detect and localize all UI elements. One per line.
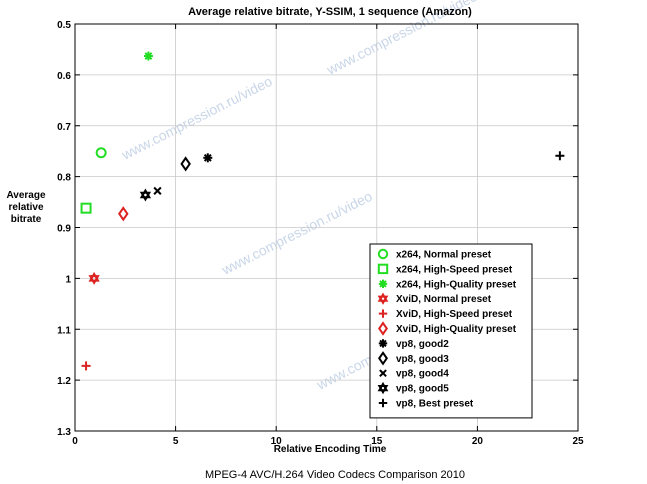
legend-marker	[377, 381, 389, 395]
footer-caption: MPEG-4 AVC/H.264 Video Codecs Comparison…	[205, 469, 465, 481]
legend-label: vp8, good3	[396, 354, 449, 365]
x-tick-label: 10	[271, 436, 283, 447]
legend: x264, Normal preset x264, High-Speed pres…	[369, 243, 533, 419]
y-tick-label: 1	[65, 274, 71, 285]
legend-label: XviD, High-Speed preset	[396, 309, 513, 320]
legend-marker	[378, 309, 388, 318]
watermark-1: www.compression.ru/video	[118, 73, 275, 163]
y-tick-label: 0.9	[57, 224, 71, 235]
legend-label: vp8, Best preset	[396, 399, 474, 410]
data-point-8-0	[153, 186, 162, 195]
data-point-0-0	[95, 147, 107, 159]
legend-label: XviD, High-Quality preset	[396, 324, 517, 335]
data-point-5-0	[118, 206, 129, 222]
data-point-9-0	[139, 188, 152, 202]
y-tick-label: 0.8	[57, 173, 71, 184]
legend-label: XviD, Normal preset	[396, 294, 492, 305]
x-tick-label: 5	[173, 436, 179, 447]
data-point-4-0	[81, 361, 91, 371]
y-axis-label-line: relative	[8, 202, 43, 213]
x-tick-label: 25	[572, 436, 584, 447]
y-axis-label-line: bitrate	[11, 214, 42, 225]
y-tick-label: 0.6	[57, 71, 71, 82]
data-point-1-0	[80, 202, 92, 214]
legend-label: x264, High-Speed preset	[396, 264, 513, 275]
legend-marker	[378, 398, 388, 408]
data-point-2-0	[143, 51, 153, 61]
legend-marker	[377, 292, 389, 305]
data-point-3-0	[88, 271, 100, 285]
x-tick-label: 15	[371, 436, 383, 447]
legend-label: vp8, good4	[396, 369, 449, 380]
ticks: 0 5 10 15 20 25 0.5 0.6 0.7 0.8 0.9 1 1.1 1.2 1.3	[57, 20, 584, 447]
watermark-3: www.compression.ru/video	[218, 188, 375, 278]
legend-marker	[379, 369, 387, 378]
y-axis-label-line: Average	[6, 190, 46, 201]
legend-marker	[378, 339, 388, 348]
data-point-7-0	[180, 156, 191, 172]
legend-label: vp8, good2	[396, 339, 449, 350]
legend-label: vp8, good5	[396, 384, 449, 395]
chart-title: Average relative bitrate, Y-SSIM, 1 sequ…	[188, 6, 472, 18]
data-point-10-0	[555, 151, 565, 161]
x-tick-label: 0	[72, 436, 78, 447]
legend-marker	[378, 351, 388, 366]
legend-marker	[378, 279, 388, 288]
x-axis-label: Relative Encoding Time	[274, 444, 387, 455]
y-tick-label: 1.1	[57, 325, 71, 336]
x-tick-label: 20	[472, 436, 484, 447]
data-point-6-0	[203, 153, 213, 163]
y-tick-label: 0.5	[57, 20, 71, 31]
y-tick-label: 1.3	[57, 427, 71, 438]
legend-marker	[377, 248, 389, 260]
data-points	[80, 51, 565, 371]
legend-marker	[377, 263, 389, 275]
y-tick-label: 1.2	[57, 376, 71, 387]
legend-marker	[378, 321, 388, 336]
legend-box	[369, 243, 533, 419]
y-tick-label: 0.7	[57, 122, 71, 133]
legend-label: x264, Normal preset	[396, 250, 492, 261]
legend-label: x264, High-Quality preset	[396, 279, 517, 290]
